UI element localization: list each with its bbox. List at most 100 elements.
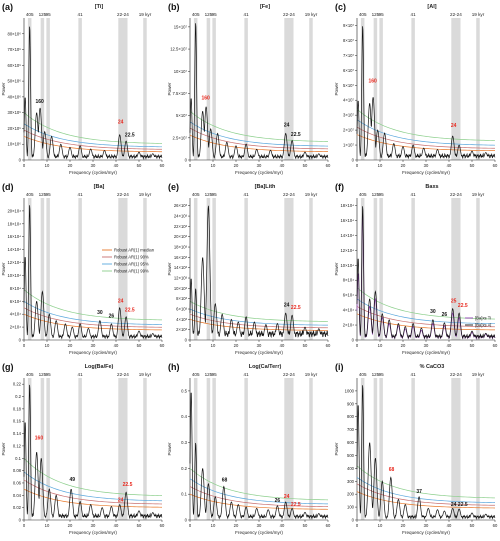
orbital-band bbox=[212, 198, 216, 340]
ar1-ci99-curve bbox=[356, 287, 496, 320]
x-tick-label: 30 bbox=[91, 343, 96, 348]
y-tick-label: 2×10⁷ bbox=[343, 128, 354, 133]
peak-annotation: 22.5 bbox=[458, 502, 468, 508]
panel-label: (h) bbox=[168, 362, 180, 372]
x-tick-label: 10 bbox=[211, 343, 216, 348]
band-label: 125 bbox=[205, 192, 213, 197]
y-tick-label: 4×10⁴ bbox=[343, 308, 354, 313]
y-tick-label: 10×10⁴ bbox=[7, 273, 21, 278]
x-tick-label: 30 bbox=[424, 523, 429, 528]
x-tick-label: 30 bbox=[257, 343, 262, 348]
y-axis-label: Power bbox=[334, 82, 339, 95]
orbital-band bbox=[118, 378, 128, 520]
ar1-ci99-curve bbox=[23, 458, 163, 496]
orbital-band bbox=[379, 18, 383, 160]
orbital-band bbox=[206, 18, 211, 160]
y-tick-label: 4×10⁷ bbox=[343, 98, 354, 103]
ar1-median-curve bbox=[356, 491, 496, 509]
y-tick-label: 22×10³ bbox=[174, 224, 188, 229]
peak-annotation: 68 bbox=[389, 467, 395, 473]
band-label: 125 bbox=[372, 372, 380, 377]
y-tick-label: 40×10⁶ bbox=[8, 94, 22, 99]
y-tick-label: 18×10⁴ bbox=[340, 203, 354, 208]
panel-label: (f) bbox=[335, 182, 344, 192]
band-label: 405 bbox=[26, 372, 34, 377]
y-tick-label: 12×10³ bbox=[174, 276, 188, 281]
band-label: 405 bbox=[192, 192, 200, 197]
band-label: 41 bbox=[78, 12, 84, 17]
panel-f: (f) Baxs 405 125 95 41 22-24 19 kyr 0 10 20 30 40 50 6… bbox=[334, 182, 498, 355]
x-tick-label: 40 bbox=[280, 163, 285, 168]
band-label: 125 bbox=[39, 372, 47, 377]
x-tick-label: 60 bbox=[493, 343, 498, 348]
peak-annotation: 24 bbox=[451, 502, 457, 508]
y-tick-label: 20×10⁶ bbox=[8, 126, 22, 131]
orbital-band bbox=[309, 378, 313, 520]
band-label: 405 bbox=[26, 12, 34, 17]
legend-entry: Robust AR(1) 99% bbox=[114, 269, 149, 274]
y-tick-label: 2×10³ bbox=[176, 327, 187, 332]
peak-annotation: 22.5 bbox=[291, 132, 301, 138]
y-tick-label: 0 bbox=[352, 518, 355, 523]
y-tick-label: 0.4 bbox=[181, 414, 187, 419]
band-label: 22-24 bbox=[117, 12, 129, 17]
ar1-ci95-curve bbox=[23, 300, 163, 325]
ar1-median-curve bbox=[23, 136, 163, 153]
panel-label: (a) bbox=[2, 2, 13, 12]
legend-entry: Robust AR(1) 95% bbox=[114, 262, 149, 267]
y-tick-label: 60×10⁶ bbox=[8, 63, 22, 68]
band-label: 22-24 bbox=[450, 12, 462, 17]
ar1-ci99-curve bbox=[189, 468, 329, 501]
ar1-ci95-curve bbox=[23, 471, 163, 502]
orbital-band bbox=[284, 378, 294, 520]
orbital-band bbox=[206, 378, 211, 520]
y-axis-label: Power bbox=[334, 442, 339, 455]
x-tick-label: 60 bbox=[160, 163, 165, 168]
y-tick-label: 1×10⁷ bbox=[343, 143, 354, 148]
ar1-ci99-curve bbox=[23, 112, 163, 144]
peak-annotation: 49 bbox=[70, 477, 76, 483]
x-tick-label: 40 bbox=[447, 343, 452, 348]
y-tick-label: 8×10⁴ bbox=[343, 278, 354, 283]
y-tick-label: 0 bbox=[352, 158, 355, 163]
band-label: 19 kyr bbox=[139, 372, 152, 377]
y-tick-label: 16×10⁴ bbox=[340, 218, 354, 223]
y-tick-label: 50×10⁶ bbox=[8, 79, 22, 84]
band-label: 95 bbox=[379, 372, 385, 377]
ar1-ci90-curve bbox=[189, 486, 329, 507]
y-tick-label: 6×10⁴ bbox=[10, 299, 21, 304]
spectrum-line bbox=[23, 384, 163, 520]
peak-annotation: 24 bbox=[118, 497, 124, 503]
y-tick-label: 20×10³ bbox=[174, 234, 188, 239]
orbital-band bbox=[373, 18, 378, 160]
y-axis-label: Power bbox=[1, 262, 6, 275]
y-tick-label: 10×10⁶ bbox=[8, 142, 22, 147]
y-tick-label: 20×10⁴ bbox=[7, 208, 21, 213]
x-tick-label: 30 bbox=[257, 163, 262, 168]
ar1-ci90-curve bbox=[23, 307, 163, 328]
band-label: 41 bbox=[244, 372, 250, 377]
x-tick-label: 10 bbox=[211, 163, 216, 168]
orbital-band bbox=[78, 198, 82, 340]
band-label: 19 kyr bbox=[305, 372, 318, 377]
x-tick-label: 50 bbox=[303, 523, 308, 528]
x-tick-label: 50 bbox=[137, 523, 142, 528]
band-label: 19 kyr bbox=[139, 12, 152, 17]
y-tick-label: 7×10⁷ bbox=[343, 53, 354, 58]
band-label: 22-24 bbox=[283, 372, 295, 377]
x-tick-label: 10 bbox=[45, 343, 50, 348]
orbital-band bbox=[451, 198, 461, 340]
x-tick-label: 10 bbox=[45, 163, 50, 168]
peak-annotation: 22.5 bbox=[125, 132, 135, 138]
x-tick-label: 40 bbox=[114, 163, 119, 168]
y-tick-label: 18×10⁴ bbox=[7, 221, 21, 226]
y-tick-label: 3×10⁷ bbox=[343, 113, 354, 118]
y-tick-label: 0.08 bbox=[13, 468, 22, 473]
peak-annotation: 160 bbox=[201, 96, 210, 102]
band-label: 405 bbox=[26, 192, 34, 197]
y-tick-label: 100 bbox=[347, 505, 355, 510]
band-label: 125 bbox=[372, 12, 380, 17]
y-tick-label: 900 bbox=[347, 401, 355, 406]
x-tick-label: 20 bbox=[234, 163, 239, 168]
panel-d: (d) [Ba] 405 125 95 41 22-24 19 kyr 0 10 20 30 40 50 6… bbox=[1, 182, 165, 355]
